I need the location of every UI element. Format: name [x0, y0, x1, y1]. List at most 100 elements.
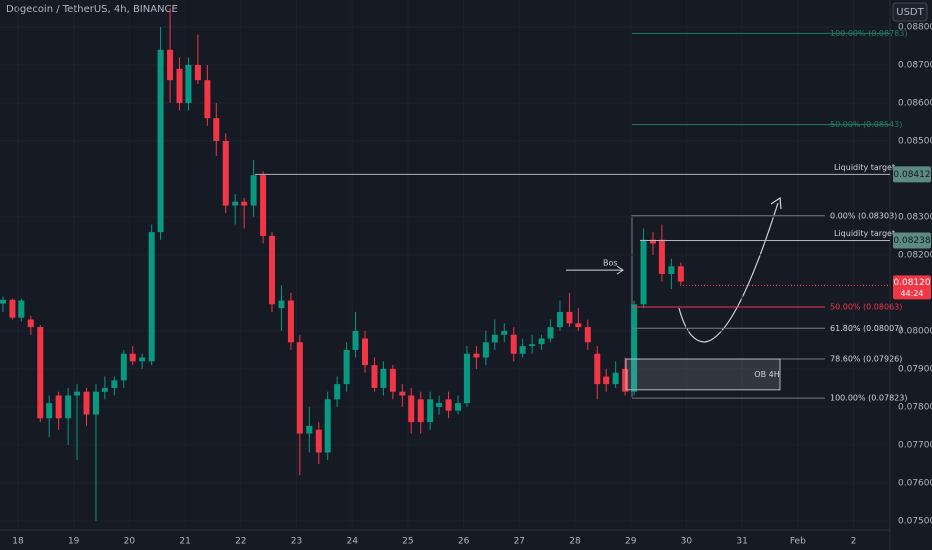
candle-body: [649, 239, 656, 244]
candle-body: [46, 403, 53, 419]
y-tick-label: 0.07800: [898, 402, 932, 412]
candle-body: [380, 368, 387, 388]
candle-body: [482, 342, 489, 358]
x-tick-label: 18: [12, 537, 24, 547]
y-tick-label: 0.07700: [898, 440, 932, 450]
candle-body: [27, 319, 34, 328]
candle-body: [83, 391, 90, 415]
candle-body: [399, 391, 406, 396]
candle-body: [473, 353, 480, 358]
y-tick-label: 0.08500: [898, 136, 932, 146]
candle-body: [547, 327, 554, 339]
candle-body: [343, 349, 350, 385]
candle-body: [185, 64, 192, 103]
candle-body: [65, 395, 72, 419]
candle-body: [519, 346, 526, 354]
candle-body: [324, 399, 331, 453]
candle-body: [501, 330, 508, 335]
projection-arrowhead: [770, 196, 782, 210]
candle-body: [612, 372, 619, 385]
y-tick-label: 0.08800: [898, 22, 932, 32]
candle-body: [222, 140, 229, 206]
candle-body: [510, 334, 517, 354]
candle-body: [101, 387, 108, 392]
x-tick-label: 30: [681, 537, 693, 547]
candle-body: [408, 395, 415, 423]
candle-body: [260, 175, 267, 236]
candle-body: [371, 365, 378, 388]
x-tick-label: 26: [458, 537, 470, 547]
candle-body: [556, 311, 563, 328]
fib-label: 50.00% (0.08063): [830, 302, 902, 311]
candle-body: [529, 344, 536, 347]
liquidity-price-box: [893, 232, 931, 249]
candle-body: [640, 239, 647, 305]
candle-body: [436, 403, 443, 407]
candle-body: [622, 368, 629, 392]
candle-body: [241, 201, 248, 206]
y-tick-label: 0.07600: [898, 478, 932, 488]
candle-body: [668, 266, 675, 274]
candle-body: [389, 368, 396, 392]
candle-body: [278, 300, 285, 309]
candle-body: [584, 327, 591, 343]
chart-title: Dogecoin / TetherUS, 4h, BINANCE: [6, 4, 178, 15]
candle-body: [315, 429, 322, 453]
candle-body: [92, 391, 99, 415]
candle-body: [18, 300, 25, 318]
x-tick-label: 28: [569, 537, 581, 547]
x-tick-label: 24: [346, 537, 358, 547]
liquidity-label: Liquidity target: [834, 229, 895, 238]
liquidity-price-label: 0.08238: [893, 236, 930, 246]
y-tick-label: 0.08300: [898, 212, 932, 222]
candle-body: [296, 342, 303, 434]
candle-body: [139, 357, 146, 362]
candle-body: [566, 311, 573, 324]
ob-zone: [625, 358, 781, 391]
candle-body: [334, 384, 341, 400]
ob-zone-label: OB 4H: [754, 370, 779, 379]
candle-body: [362, 338, 369, 366]
candle-body: [176, 68, 183, 103]
candle-body: [352, 330, 359, 350]
candle-body: [37, 327, 44, 419]
candle-body: [0, 299, 6, 304]
candle-body: [427, 399, 434, 423]
candle-body: [538, 338, 545, 345]
fib-label: 0.00% (0.08303): [830, 211, 897, 220]
y-tick-label: 0.08600: [898, 98, 932, 108]
x-tick-label: 20: [124, 537, 136, 547]
candle-body: [232, 201, 239, 206]
bos-label: Bos: [603, 259, 618, 268]
candle-body: [603, 376, 610, 385]
y-tick-label: 0.08700: [898, 60, 932, 70]
candle-body: [677, 266, 684, 282]
candle-body: [631, 304, 638, 392]
x-tick-label: Feb: [790, 537, 806, 547]
bos-arrowhead: [616, 265, 624, 275]
x-tick-label: 19: [68, 537, 80, 547]
liquidity-price-box: [893, 166, 931, 183]
fib-label: 50.00% (0.08543): [830, 120, 902, 129]
candle-body: [55, 395, 62, 419]
candle-body: [129, 353, 136, 362]
currency-button[interactable]: [892, 2, 928, 22]
y-tick-label: 0.08000: [898, 326, 932, 336]
candle-body: [463, 353, 470, 404]
fib-label: 100.00% (0.08783): [830, 29, 907, 38]
candle-body: [157, 49, 164, 233]
candle-body: [74, 391, 81, 396]
currency-label[interactable]: USDT: [896, 7, 924, 18]
x-tick-label: 21: [179, 537, 190, 547]
candle-body: [111, 380, 118, 388]
x-tick-label: 25: [402, 537, 413, 547]
candle-body: [445, 399, 452, 411]
projection-curve: [678, 202, 779, 343]
candle-body: [213, 118, 220, 141]
candle-body: [575, 323, 582, 328]
candle-body: [9, 299, 16, 318]
candle-body: [268, 235, 275, 305]
x-tick-label: 2: [851, 537, 857, 547]
fib-label: 78.60% (0.07926): [830, 355, 902, 364]
